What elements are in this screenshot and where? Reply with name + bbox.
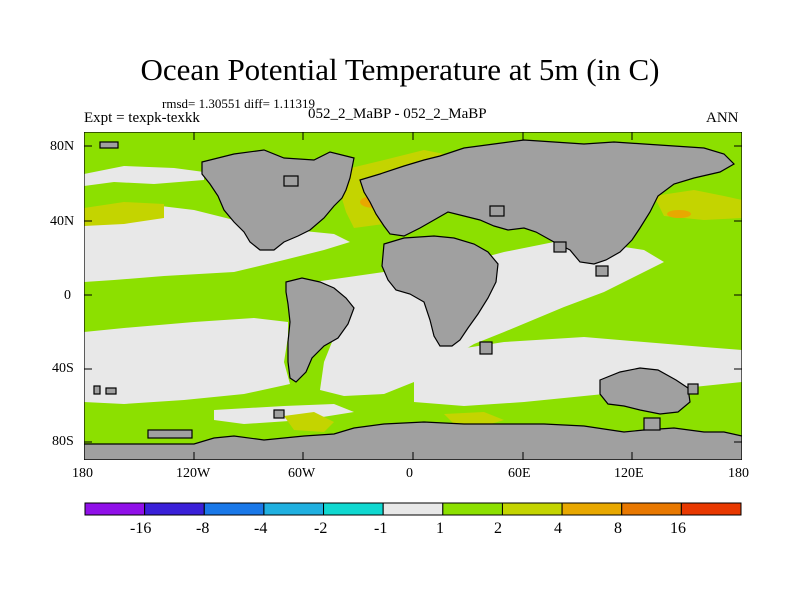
colorbar-label: 16 [670,520,686,537]
x-tick-120e: 120E [614,466,644,481]
colorbar-box [680,502,742,516]
colorbar-label: 2 [494,520,502,537]
colorbar-label: -2 [314,520,328,537]
plot-title: Ocean Potential Temperature at 5m (in C) [140,52,660,87]
colorbar-label: -8 [196,520,210,537]
colorbar-box [263,502,325,516]
x-tick-120w: 120W [176,466,211,481]
y-tick-40s: 40S [52,361,74,376]
colorbar-box [561,502,623,516]
x-tick-60w: 60W [288,466,316,481]
land-eurasia [359,139,735,265]
colorbar [84,502,742,516]
land-africa [381,235,499,347]
land-australia [599,367,691,415]
y-tick-40n: 40N [50,214,75,229]
x-tick-60e: 60E [508,466,531,481]
colorbar-label: 8 [614,520,622,537]
colorbar-box [323,502,384,516]
colorbar-box [621,502,682,516]
period-label: ANN [706,110,739,126]
colorbar-box [144,502,205,516]
case-label: 052_2_MaBP - 052_2_MaBP [308,106,487,122]
colorbar-label: -16 [130,520,152,537]
land-masses [84,139,742,460]
x-tick-0: 0 [406,466,413,481]
tick-marks [84,132,742,460]
land-north-america [201,149,355,251]
stats-text: rmsd= 1.30551 diff= 1.11319 [162,96,315,111]
colorbar-label: -4 [254,520,268,537]
colorbar-label: 1 [436,520,444,537]
colorbar-box [501,502,563,516]
x-tick-180w: 180 [72,466,93,481]
colorbar-label: -1 [374,520,388,537]
colorbar-box [442,502,503,516]
colorbar-box [84,502,146,516]
colorbar-box [203,502,265,516]
colorbar-box [382,502,444,516]
colorbar-label: 4 [554,520,562,537]
y-tick-80s: 80S [52,434,74,449]
y-tick-80n: 80N [50,139,75,154]
experiment-label: Expt = texpk-texkk [84,110,200,126]
x-tick-180e: 180 [728,466,749,481]
y-tick-0: 0 [64,288,71,303]
temperature-map [84,132,742,460]
land-south-america [285,277,355,383]
land-antarctica [84,421,742,460]
